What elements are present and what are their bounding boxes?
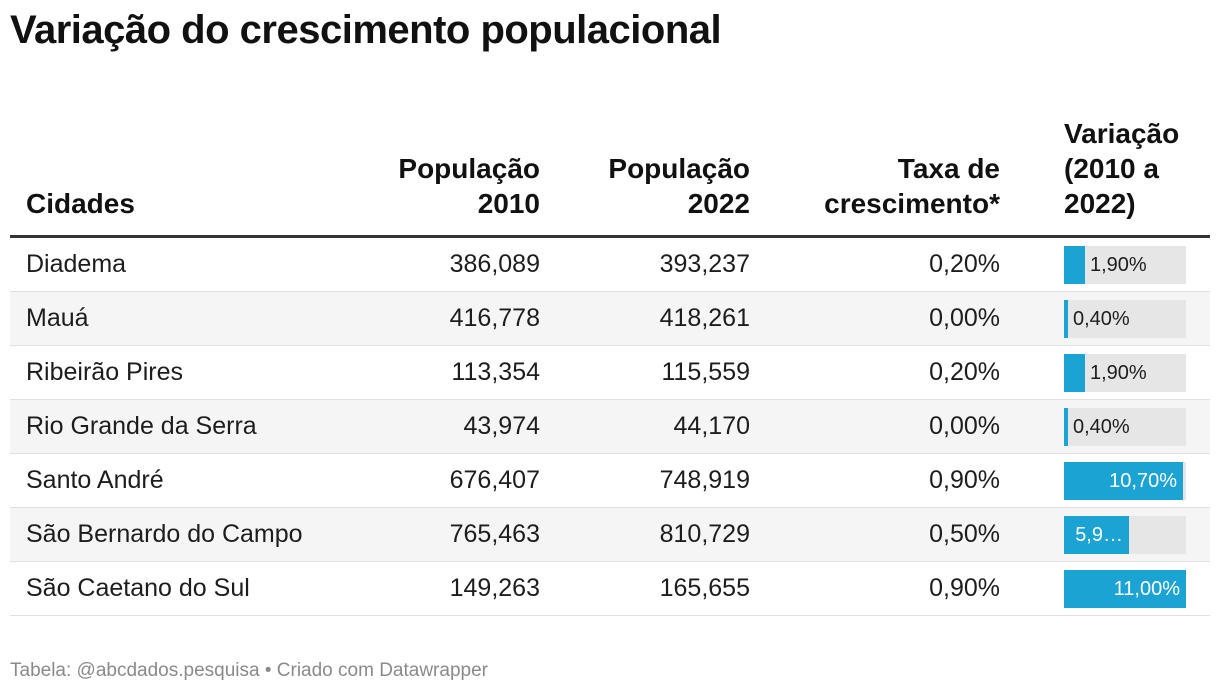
pop-2010-cell: 386,089 bbox=[350, 236, 550, 292]
pop-2010-cell: 113,354 bbox=[350, 345, 550, 400]
pop-2010-cell: 149,263 bbox=[350, 561, 550, 616]
variation-cell: 0,40% bbox=[1010, 291, 1210, 346]
variation-cell: 5,9… bbox=[1010, 507, 1210, 562]
pop-2010-cell: 676,407 bbox=[350, 453, 550, 508]
growth-rate-cell: 0,50% bbox=[760, 507, 1010, 562]
pop-2022-cell: 748,919 bbox=[550, 453, 760, 508]
data-table: Cidades População 2010 População 2022 Ta… bbox=[10, 108, 1210, 616]
variation-label: 11,00% bbox=[1113, 577, 1180, 600]
column-header-pop-2010-label: População 2010 bbox=[398, 153, 540, 219]
city-cell: Mauá bbox=[10, 291, 350, 346]
variation-bar-track: 5,9… bbox=[1064, 515, 1186, 554]
variation-bar-track: 11,00% bbox=[1064, 569, 1186, 608]
growth-rate-cell: 0,20% bbox=[760, 345, 1010, 400]
column-header-cities: Cidades bbox=[10, 108, 350, 238]
column-header-pop-2010: População 2010 bbox=[350, 108, 550, 238]
city-cell: Ribeirão Pires bbox=[10, 345, 350, 400]
pop-2022-cell: 393,237 bbox=[550, 236, 760, 292]
data-table-container: Cidades População 2010 População 2022 Ta… bbox=[10, 108, 1210, 616]
pop-2010-cell: 416,778 bbox=[350, 291, 550, 346]
variation-cell: 11,00% bbox=[1010, 561, 1210, 616]
variation-bar-track: 10,70% bbox=[1064, 461, 1186, 500]
pop-2010-cell: 43,974 bbox=[350, 399, 550, 454]
table-row: São Caetano do Sul 149,263 165,655 0,90% 11,… bbox=[10, 561, 1210, 616]
variation-bar bbox=[1064, 461, 1183, 500]
pop-2022-cell: 165,655 bbox=[550, 561, 760, 616]
variation-cell: 10,70% bbox=[1010, 453, 1210, 508]
city-cell: Rio Grande da Serra bbox=[10, 399, 350, 454]
variation-bar-track: 1,90% bbox=[1064, 245, 1186, 284]
variation-bar bbox=[1064, 353, 1085, 392]
table-row: Mauá 416,778 418,261 0,00% 0,40% bbox=[10, 291, 1210, 346]
column-header-growth-rate-label: Taxa de crescimento* bbox=[824, 153, 1000, 219]
variation-bar-track: 0,40% bbox=[1064, 407, 1186, 446]
variation-bar bbox=[1064, 569, 1186, 608]
pop-2022-cell: 418,261 bbox=[550, 291, 760, 346]
variation-cell: 1,90% bbox=[1010, 345, 1210, 400]
city-cell: Santo André bbox=[10, 453, 350, 508]
growth-rate-cell: 0,20% bbox=[760, 236, 1010, 292]
growth-rate-cell: 0,00% bbox=[760, 291, 1010, 346]
chart-title: Variação do crescimento populacional bbox=[10, 8, 722, 52]
column-header-variation: Variação (2010 a 2022) bbox=[1010, 108, 1210, 238]
column-header-pop-2022: População 2022 bbox=[550, 108, 760, 238]
variation-bar bbox=[1064, 407, 1068, 446]
growth-rate-cell: 0,00% bbox=[760, 399, 1010, 454]
city-cell: São Bernardo do Campo bbox=[10, 507, 350, 562]
growth-rate-cell: 0,90% bbox=[760, 453, 1010, 508]
variation-label: 1,90% bbox=[1090, 253, 1147, 276]
table-row: São Bernardo do Campo 765,463 810,729 0,50%… bbox=[10, 507, 1210, 562]
column-header-growth-rate: Taxa de crescimento* bbox=[760, 108, 1010, 238]
table-row: Diadema 386,089 393,237 0,20% 1,90% bbox=[10, 236, 1210, 292]
variation-label: 10,70% bbox=[1109, 469, 1177, 492]
variation-label: 5,9… bbox=[1075, 523, 1123, 546]
growth-rate-cell: 0,90% bbox=[760, 561, 1010, 616]
pop-2010-cell: 765,463 bbox=[350, 507, 550, 562]
pop-2022-cell: 44,170 bbox=[550, 399, 760, 454]
variation-bar-track: 0,40% bbox=[1064, 299, 1186, 338]
variation-label: 0,40% bbox=[1073, 307, 1130, 330]
table-row: Santo André 676,407 748,919 0,90% 10,70% bbox=[10, 453, 1210, 508]
city-cell: Diadema bbox=[10, 236, 350, 292]
city-cell: São Caetano do Sul bbox=[10, 561, 350, 616]
pop-2022-cell: 115,559 bbox=[550, 345, 760, 400]
table-row: Ribeirão Pires 113,354 115,559 0,20% 1,90% bbox=[10, 345, 1210, 400]
column-header-variation-label: Variação (2010 a 2022) bbox=[1064, 118, 1180, 219]
variation-label: 0,40% bbox=[1073, 415, 1130, 438]
pop-2022-cell: 810,729 bbox=[550, 507, 760, 562]
variation-bar bbox=[1064, 515, 1129, 554]
variation-bar-track: 1,90% bbox=[1064, 353, 1186, 392]
footer-credit: Tabela: @abcdados.pesquisa • Criado com … bbox=[10, 660, 488, 681]
table-body: Diadema 386,089 393,237 0,20% 1,90% Mauá 416,7… bbox=[10, 236, 1210, 616]
header-row: Cidades População 2010 População 2022 Ta… bbox=[10, 108, 1210, 238]
table-row: Rio Grande da Serra 43,974 44,170 0,00% 0,40… bbox=[10, 399, 1210, 454]
variation-label: 1,90% bbox=[1090, 361, 1147, 384]
variation-bar bbox=[1064, 299, 1068, 338]
column-header-pop-2022-label: População 2022 bbox=[608, 153, 750, 219]
variation-bar bbox=[1064, 245, 1085, 284]
variation-cell: 1,90% bbox=[1010, 236, 1210, 292]
variation-cell: 0,40% bbox=[1010, 399, 1210, 454]
